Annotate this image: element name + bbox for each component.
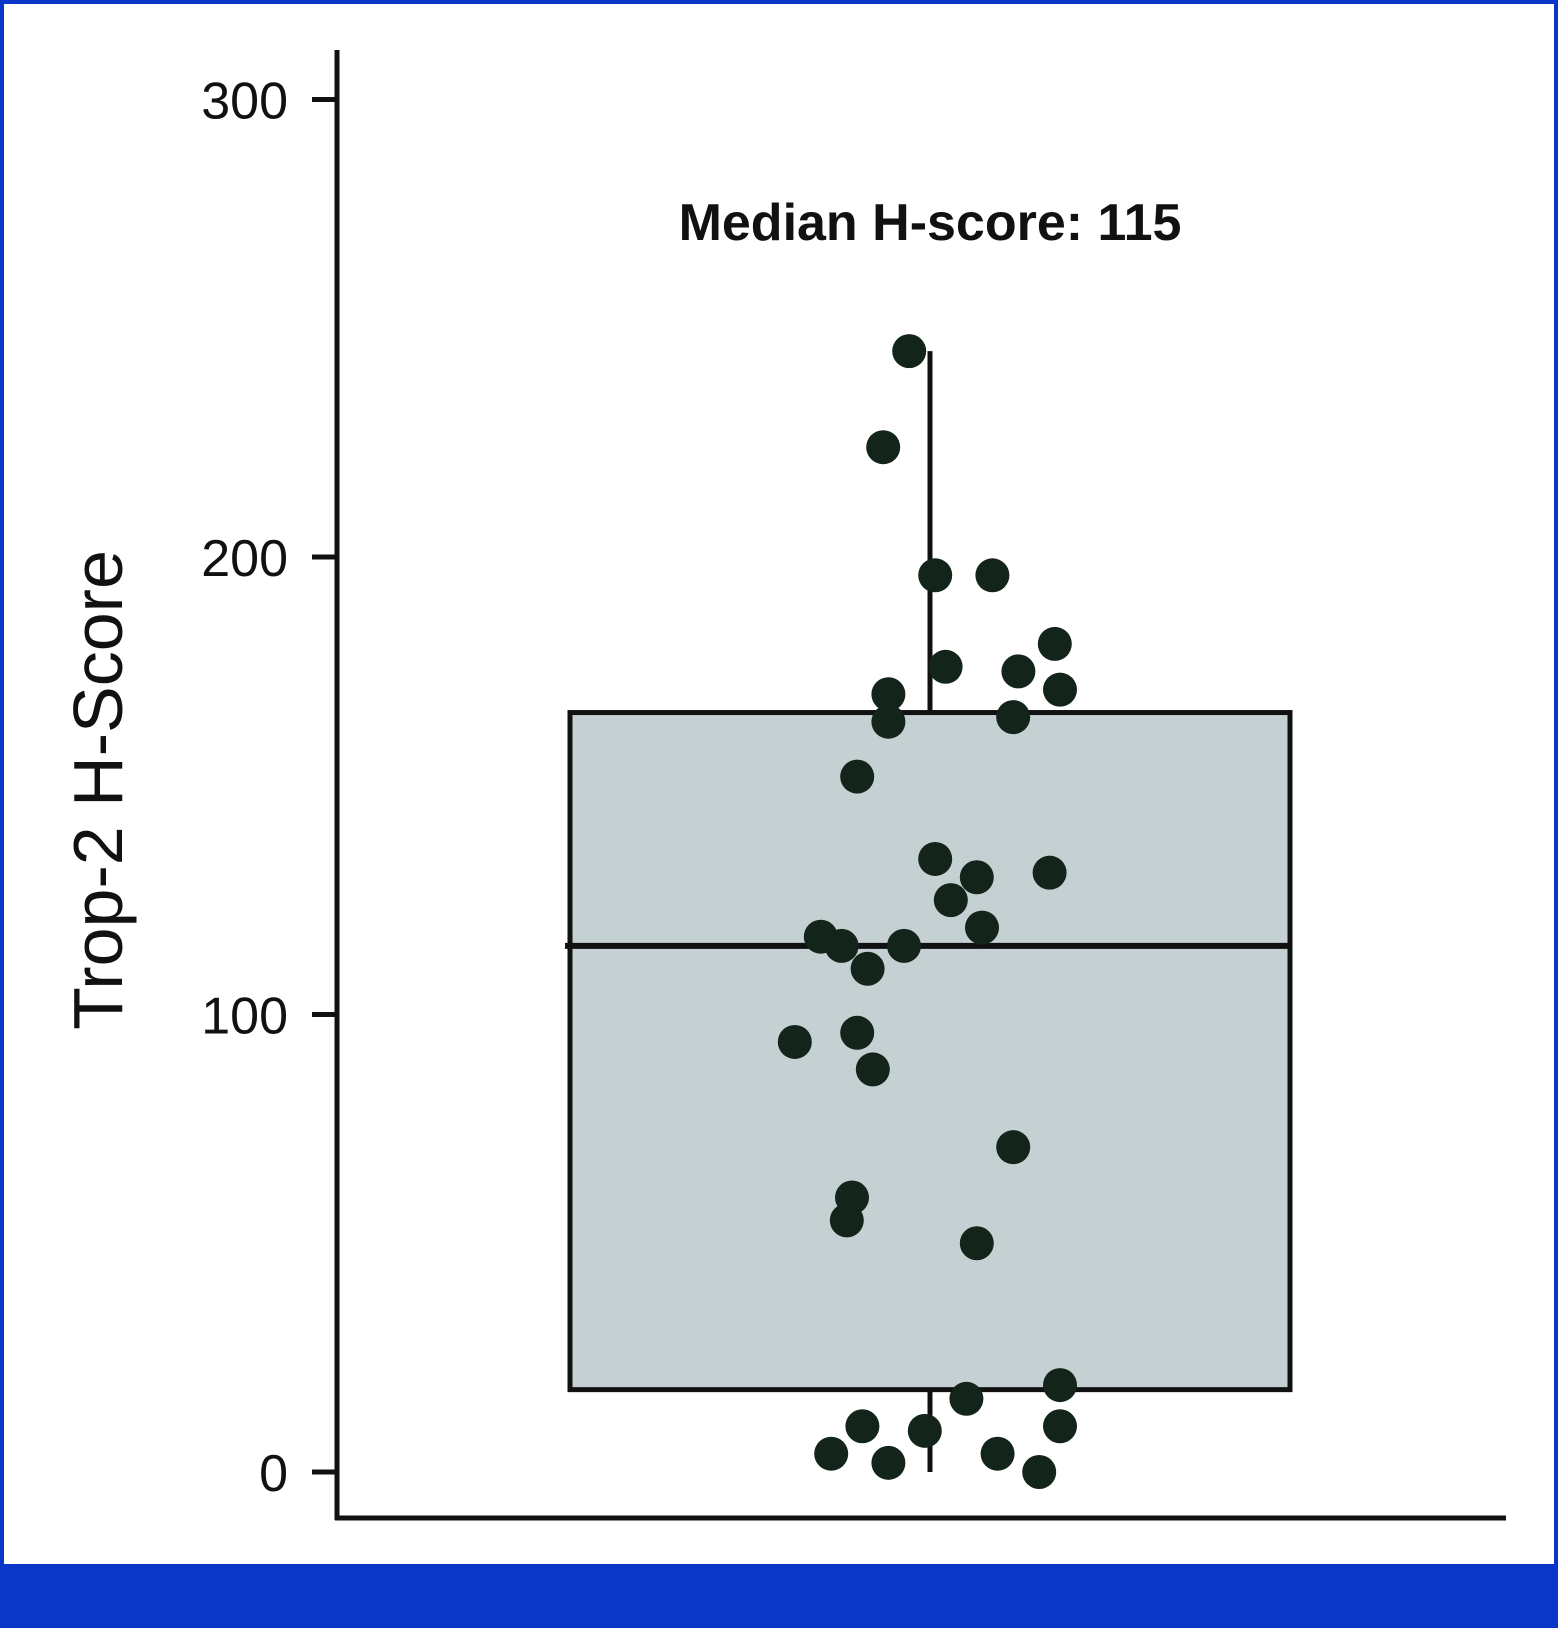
data-point bbox=[840, 1015, 875, 1050]
data-point bbox=[928, 649, 963, 684]
data-point bbox=[866, 430, 901, 465]
median-annotation: Median H-score: 115 bbox=[679, 194, 1182, 252]
y-axis-label: Trop-2 H-Score bbox=[59, 550, 137, 1030]
data-point bbox=[959, 860, 994, 895]
data-point bbox=[892, 334, 927, 369]
data-point bbox=[918, 841, 953, 876]
iqr-box bbox=[567, 710, 1293, 1393]
data-point bbox=[907, 1413, 942, 1448]
data-point bbox=[1043, 672, 1077, 707]
data-point bbox=[975, 558, 1010, 593]
data-point bbox=[959, 1226, 994, 1261]
data-point bbox=[1032, 855, 1067, 890]
data-point bbox=[949, 1381, 984, 1416]
data-point bbox=[1022, 1455, 1057, 1489]
data-point bbox=[1037, 626, 1072, 661]
data-point bbox=[845, 1409, 880, 1444]
data-point bbox=[965, 910, 999, 945]
data-point bbox=[850, 951, 885, 986]
data-point bbox=[887, 928, 921, 963]
data-point bbox=[1043, 1409, 1077, 1444]
data-point bbox=[824, 928, 859, 963]
data-point bbox=[996, 1130, 1031, 1165]
data-point bbox=[777, 1024, 812, 1059]
data-point bbox=[1001, 654, 1036, 689]
y-tick-label: 100 bbox=[201, 988, 288, 1046]
y-tick-label: 0 bbox=[259, 1445, 288, 1503]
data-point bbox=[871, 704, 906, 739]
data-point bbox=[814, 1436, 849, 1471]
data-point bbox=[829, 1203, 864, 1238]
data-point bbox=[871, 677, 906, 712]
y-tick-label: 300 bbox=[201, 73, 288, 131]
data-point bbox=[918, 558, 953, 593]
data-point bbox=[933, 883, 968, 918]
data-point bbox=[871, 1445, 906, 1480]
data-point bbox=[996, 700, 1031, 735]
box-plot-chart: 0 100 200 300 Trop-2 H-Score Median H-score… bbox=[59, 50, 1506, 1521]
bottom-color-band bbox=[0, 1564, 1558, 1628]
data-point bbox=[980, 1436, 1015, 1471]
data-point bbox=[1043, 1368, 1077, 1403]
data-point bbox=[855, 1052, 890, 1087]
y-axis: 0 100 200 300 bbox=[201, 50, 340, 1520]
plot-area bbox=[565, 334, 1293, 1489]
y-tick-label: 200 bbox=[201, 530, 288, 588]
data-point bbox=[840, 759, 875, 794]
